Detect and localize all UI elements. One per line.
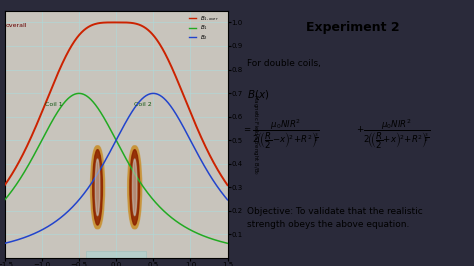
Ellipse shape: [128, 146, 140, 228]
Text: Coil 2: Coil 2: [134, 102, 152, 107]
Ellipse shape: [132, 159, 137, 216]
Text: $=\dfrac{\mu_0 N I R^2}{2\!\left(\!\left(\dfrac{R}{2}\!-\!x\right)^{\!2}\!+\!R^2: $=\dfrac{\mu_0 N I R^2}{2\!\left(\!\left…: [242, 117, 320, 151]
Text: overall: overall: [5, 23, 27, 28]
Y-axis label: Magnetic Field Strenght B/B$_0$: Magnetic Field Strenght B/B$_0$: [251, 94, 260, 175]
Text: $B(x)$: $B(x)$: [247, 88, 269, 101]
Ellipse shape: [128, 146, 139, 228]
FancyBboxPatch shape: [86, 251, 146, 263]
Text: Experiment 2: Experiment 2: [306, 21, 400, 34]
Ellipse shape: [129, 146, 141, 228]
Ellipse shape: [91, 146, 103, 228]
Ellipse shape: [93, 150, 102, 225]
Ellipse shape: [130, 150, 139, 225]
Ellipse shape: [130, 146, 142, 228]
Ellipse shape: [92, 146, 104, 228]
Ellipse shape: [91, 146, 103, 228]
Ellipse shape: [91, 146, 102, 228]
Text: $+\dfrac{\mu_0 N I R^2}{2\!\left(\!\left(\dfrac{R}{2}\!+\!x\right)^{\!2}\!+\!R^2: $+\dfrac{\mu_0 N I R^2}{2\!\left(\!\left…: [356, 117, 430, 151]
Text: Objective: To validate that the realistic
strength obeys the above equation.: Objective: To validate that the realisti…: [247, 207, 422, 229]
Text: For double coils,: For double coils,: [247, 59, 320, 68]
Text: Coil 1: Coil 1: [45, 102, 63, 107]
Legend: $B_{1,over}$, $B_1$, $B_2$: $B_{1,over}$, $B_1$, $B_2$: [188, 13, 220, 43]
Ellipse shape: [95, 159, 100, 216]
Ellipse shape: [129, 146, 141, 228]
Ellipse shape: [93, 146, 105, 228]
